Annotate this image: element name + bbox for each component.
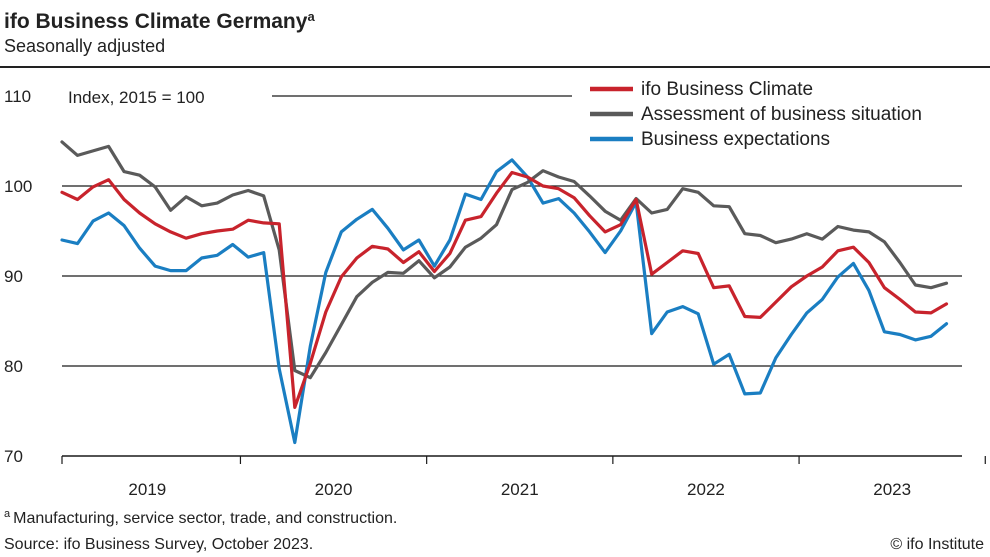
x-tick-label: 2023	[873, 480, 911, 499]
chart-title-text: ifo Business Climate Germany	[4, 10, 308, 33]
x-tick-label: 2019	[128, 480, 166, 499]
footnote-text: Manufacturing, service sector, trade, an…	[13, 510, 397, 527]
chart-title-superscript: a	[307, 9, 315, 24]
x-tick-label: 2021	[501, 480, 539, 499]
y-tick-label: 100	[4, 177, 32, 196]
chart-title: ifo Business Climate Germanya	[4, 9, 315, 33]
y-axis-ticks: 70 80 90 100 110	[4, 87, 32, 466]
y-tick-label: 70	[4, 447, 23, 466]
legend-label-0: ifo Business Climate	[641, 79, 813, 100]
chart-subtitle: Seasonally adjusted	[4, 36, 165, 56]
y-tick-label: 110	[4, 87, 31, 106]
x-tick-label: 2022	[687, 480, 725, 499]
series-line-2	[60, 158, 949, 445]
source-note: Source: ifo Business Survey, October 202…	[4, 536, 313, 553]
copyright-credit: © ifo Institute	[890, 536, 984, 553]
unit-label-backdrop	[62, 78, 272, 114]
unit-label: Index, 2015 = 100	[68, 88, 205, 107]
series-line-1	[60, 140, 949, 380]
legend-label-2: Business expectations	[641, 129, 830, 150]
y-tick-label: 90	[4, 267, 23, 286]
legend: ifo Business Climate Assessment of busine…	[590, 79, 922, 150]
legend-backdrop	[572, 74, 982, 156]
footnote-mark: a	[4, 508, 11, 520]
footnote: a Manufacturing, service sector, trade, a…	[4, 508, 397, 527]
legend-label-1: Assessment of business situation	[641, 104, 922, 125]
x-tick-label: 2020	[315, 480, 353, 499]
series-line-0	[60, 170, 949, 409]
series-lines	[60, 140, 949, 445]
x-axis: 2019 2020 2021 2022 2023	[61, 455, 986, 499]
y-tick-label: 80	[4, 357, 23, 376]
